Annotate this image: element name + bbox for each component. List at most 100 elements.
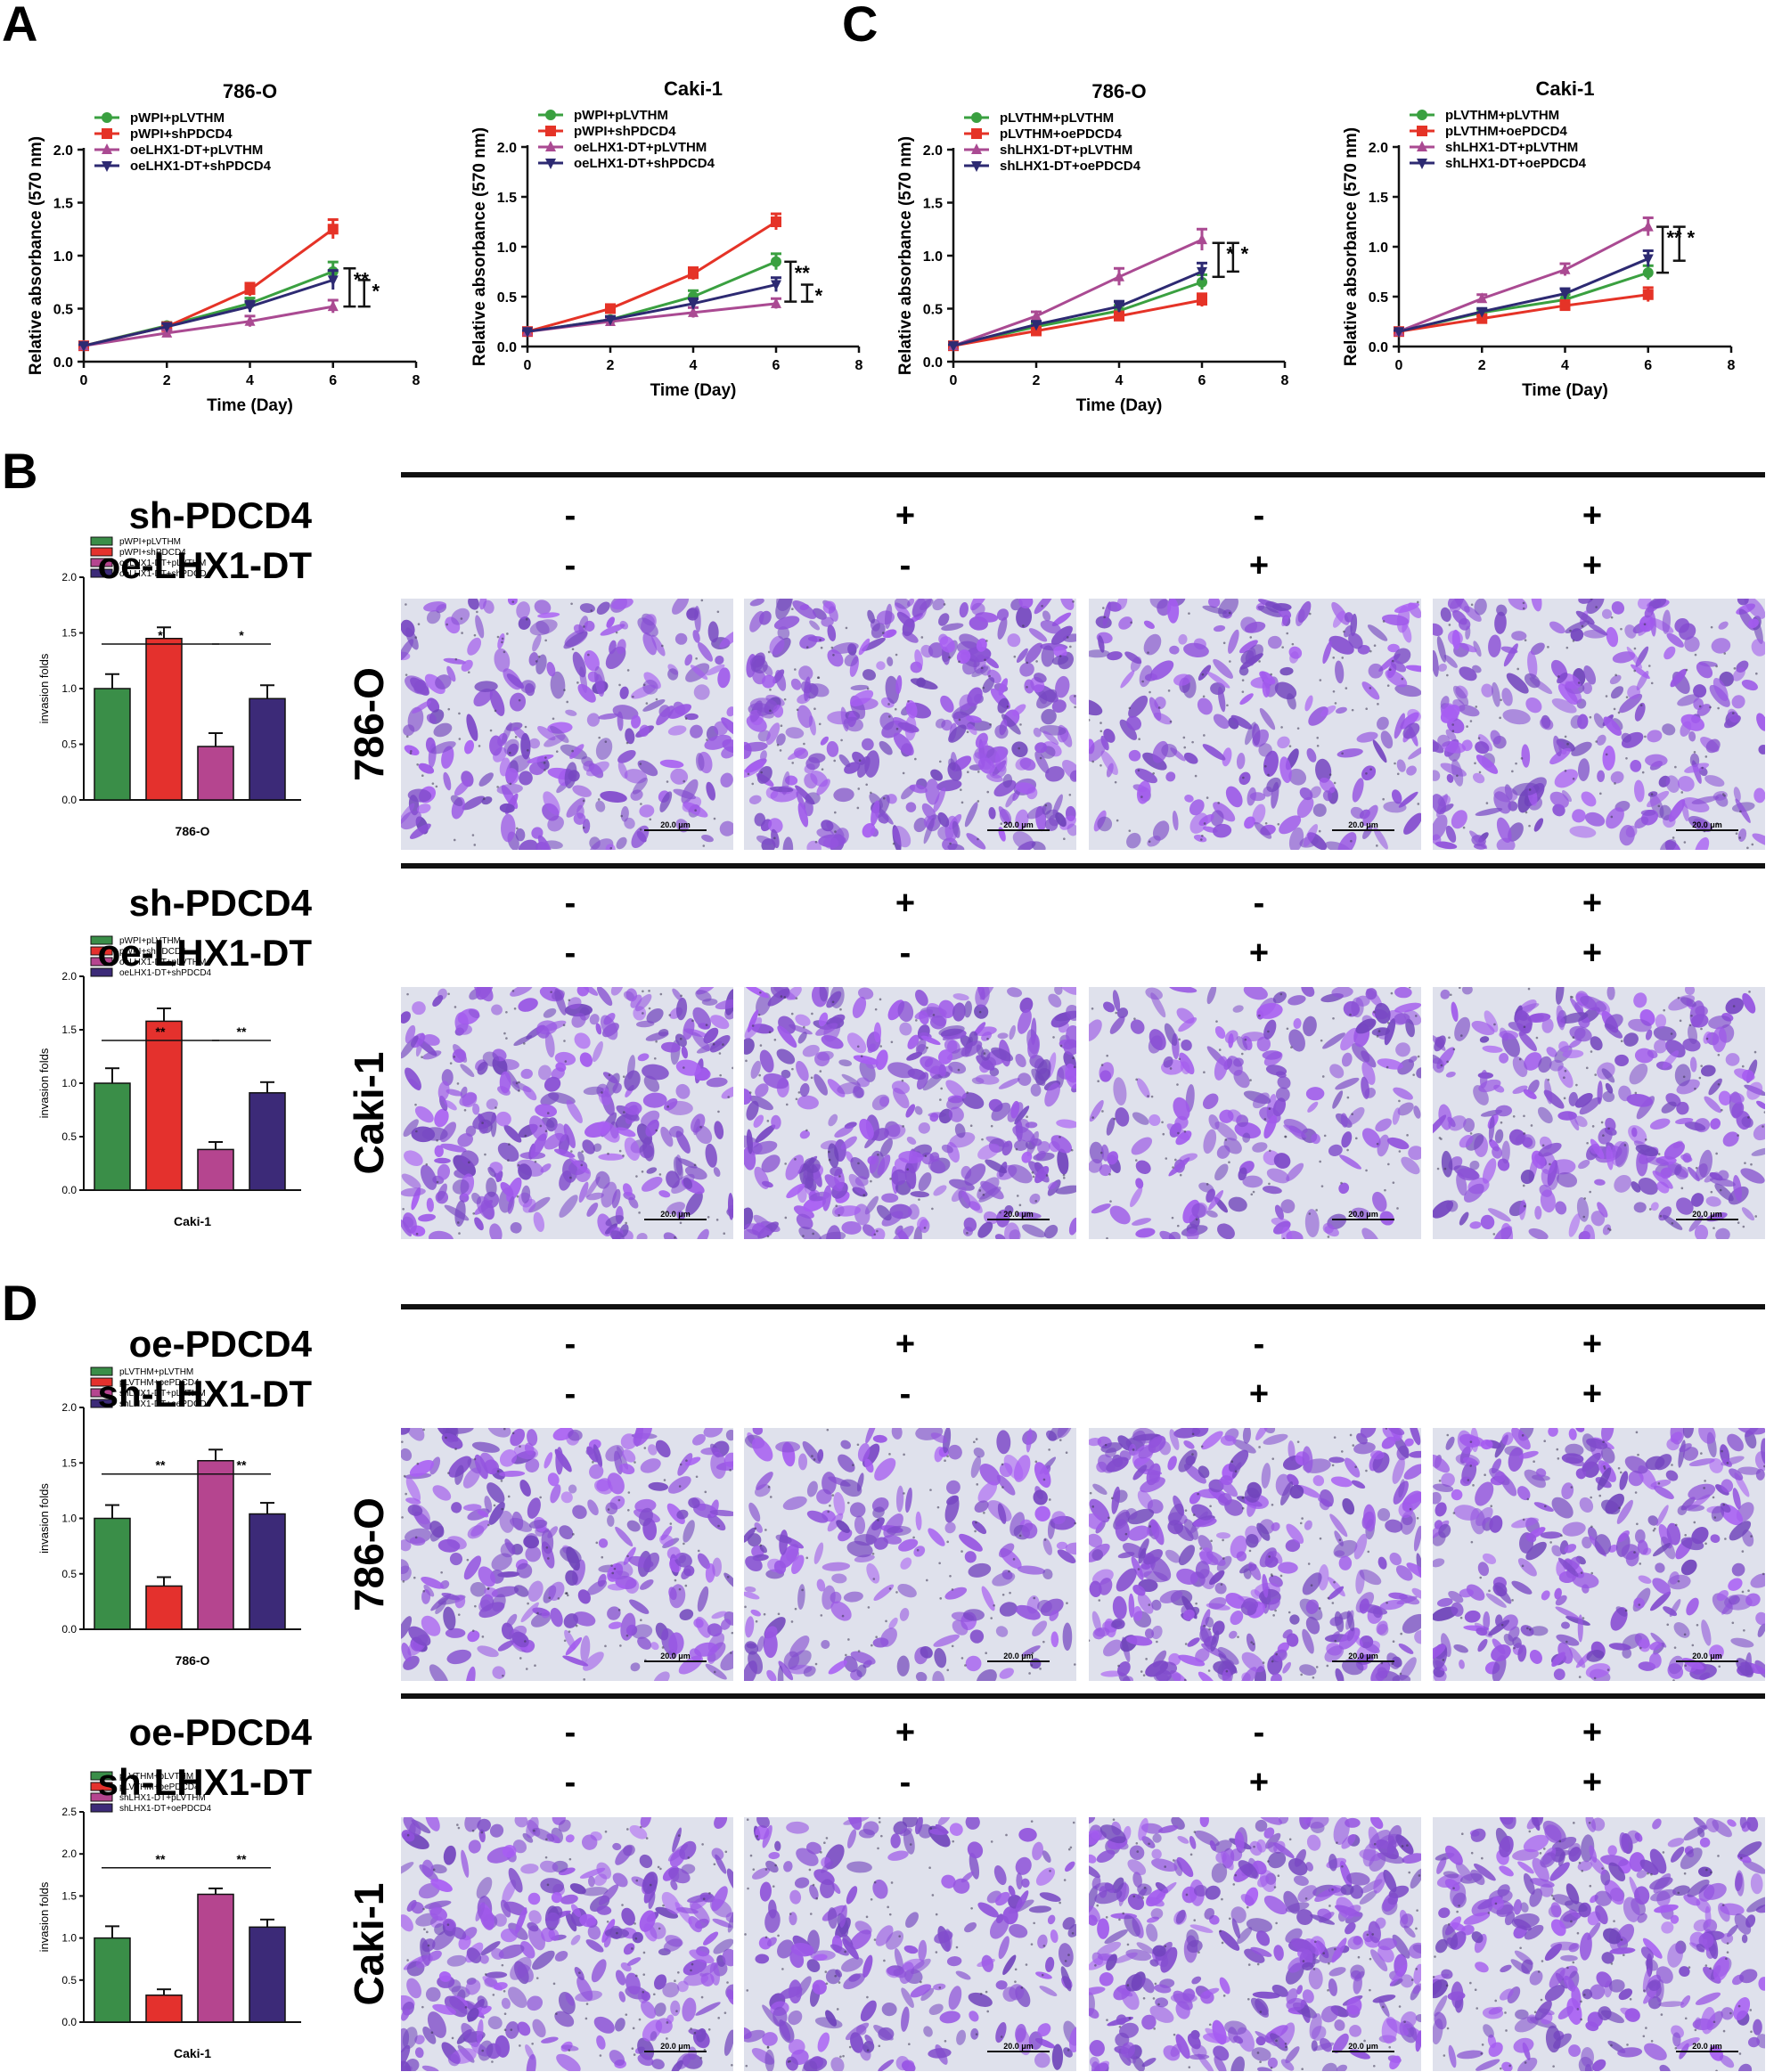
y-tick-label: 1.0 [61,1932,77,1945]
cell [967,687,983,707]
cell [1511,1580,1533,1595]
membrane-pore [796,708,799,712]
membrane-pore [516,1195,519,1198]
membrane-pore [1741,1550,1745,1553]
membrane-pore [1709,706,1712,709]
membrane-pore [1533,1460,1535,1464]
cell [1557,1016,1565,1025]
cell [1283,1118,1308,1134]
cell [468,1008,480,1019]
membrane-pore [511,1432,515,1435]
membrane-pore [1516,667,1520,671]
cell [755,1124,776,1143]
cell [934,1648,947,1668]
cell [1263,1019,1277,1040]
membrane-pore [764,1529,767,1531]
membrane-pore [402,1207,405,1211]
membrane-pore [1607,1228,1610,1230]
membrane-pore [1557,675,1560,678]
membrane-pore [1603,1467,1606,1470]
cell [1571,741,1592,756]
y-tick-label: 2.0 [61,1848,77,1860]
cell [1583,629,1606,639]
membrane-pore [1099,1151,1103,1154]
membrane-pore [1500,1121,1503,1124]
membrane-pore [1731,1621,1735,1625]
membrane-pore [1557,1457,1560,1460]
membrane-pore [747,772,750,776]
cell [879,1138,893,1157]
membrane-pore [493,1504,496,1507]
cell [1328,1144,1343,1156]
cell [1168,1503,1184,1526]
legend-swatch [90,558,113,567]
cell [749,599,764,607]
cell [810,771,829,787]
cell [630,994,642,1008]
cell [541,1610,551,1619]
cell [952,1002,966,1022]
cell [595,738,613,760]
cell [798,1453,808,1471]
legend-marker [545,126,556,136]
cell [1647,1515,1659,1526]
membrane-pore [537,655,541,658]
membrane-pore [751,782,755,786]
scale-bar-label: 20.0 μm [1003,820,1034,829]
cell [1367,624,1388,641]
membrane-pore [1108,1516,1110,1520]
membrane-pore [1291,642,1295,646]
membrane-pore [658,1173,662,1176]
membrane-pore [777,1612,781,1616]
membrane-pore [1448,624,1451,626]
membrane-pore [1203,734,1206,737]
membrane-pore [1270,673,1272,676]
cell [612,1082,622,1094]
cell [1296,796,1314,819]
membrane-pore [481,1122,484,1124]
cell [1645,1456,1665,1471]
significance-label: ** [237,1024,247,1039]
cell [782,836,794,850]
cell [1027,1033,1040,1059]
cell [1348,632,1363,649]
cell [750,1609,761,1617]
cell [491,1586,519,1598]
membrane-pore [1751,843,1754,846]
cell [592,1040,603,1063]
cell [631,825,650,849]
legend-marker [102,128,112,139]
cell [617,749,636,763]
cell [1652,1542,1671,1557]
membrane-pore [745,1059,748,1063]
cell [640,1458,661,1473]
membrane-pore [960,1550,963,1553]
membrane-pore [1741,1065,1745,1068]
membrane-pore [1549,1541,1552,1544]
cell [809,620,821,631]
data-point [1642,289,1654,300]
cell [1361,1228,1380,1239]
data-point [1031,325,1042,337]
membrane-pore [684,1584,688,1587]
cell [744,1586,756,1593]
cell [744,987,770,999]
cell [726,706,733,717]
cell [1756,713,1765,731]
data-point [78,341,89,353]
chart-title: 786-O [1091,80,1146,102]
cell [1380,730,1394,749]
membrane-pore [1380,1661,1384,1665]
cell [1159,1590,1183,1603]
x-tick-label: 8 [413,373,421,388]
membrane-pore [1203,1624,1206,1627]
legend-swatch [90,547,113,557]
membrane-pore [608,1073,611,1077]
membrane-pore [1035,660,1038,663]
cell [667,704,692,719]
cell [956,649,971,665]
cell [907,1203,920,1220]
cell [525,1457,540,1473]
membrane-pore [458,1232,461,1235]
cell [1256,1002,1283,1019]
